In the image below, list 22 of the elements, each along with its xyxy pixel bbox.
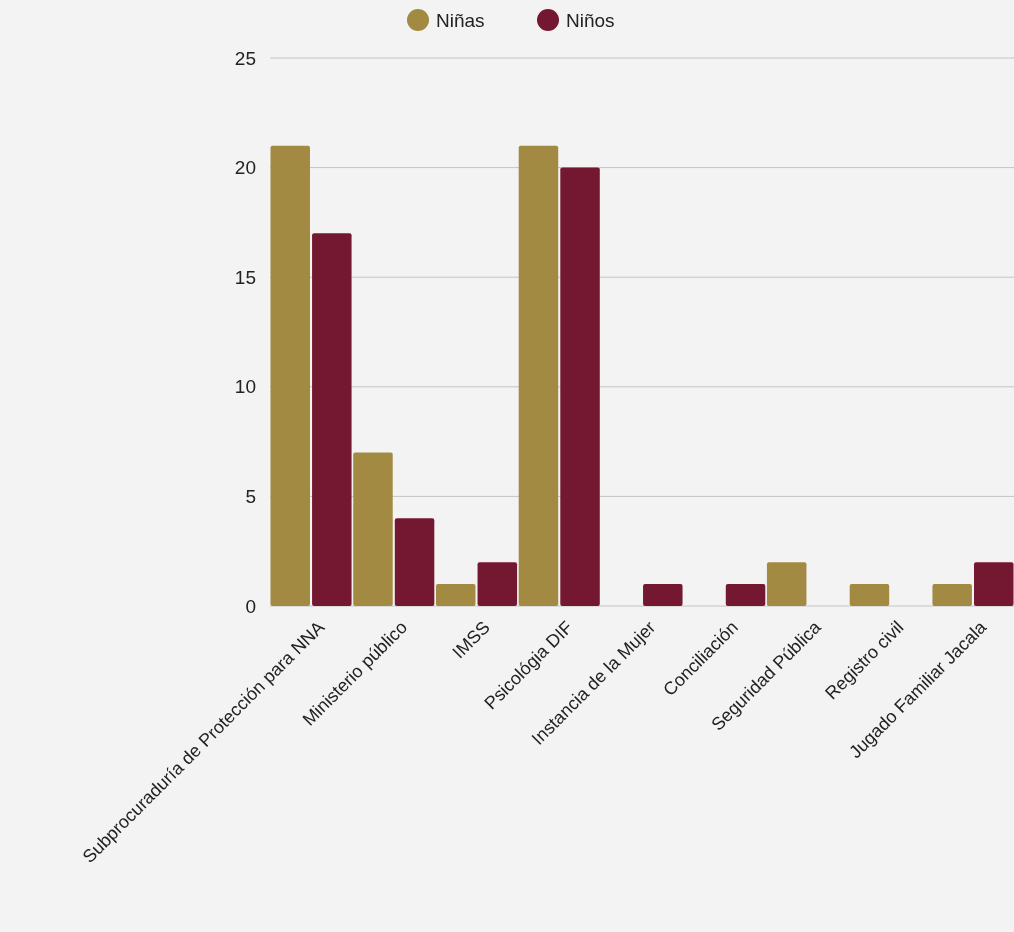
- bar: [932, 584, 972, 606]
- bar: [518, 145, 559, 606]
- bar: [725, 584, 766, 606]
- y-tick-label: 10: [234, 376, 256, 398]
- bar: [560, 167, 600, 606]
- bar: [643, 584, 683, 606]
- bar: [974, 562, 1014, 606]
- legend-label: Niños: [566, 9, 615, 31]
- y-tick-label: 25: [234, 47, 256, 69]
- bar: [435, 584, 476, 606]
- bar: [353, 452, 393, 606]
- y-tick-label: 0: [245, 595, 256, 617]
- y-tick-label: 5: [245, 486, 256, 508]
- bar: [477, 562, 518, 606]
- bar: [849, 584, 890, 606]
- legend-label: Niñas: [436, 9, 485, 31]
- bar: [394, 518, 435, 606]
- bar: [312, 233, 352, 606]
- bar: [766, 562, 807, 606]
- y-tick-label: 15: [234, 266, 256, 288]
- bar: [270, 145, 310, 606]
- y-tick-label: 20: [234, 157, 256, 179]
